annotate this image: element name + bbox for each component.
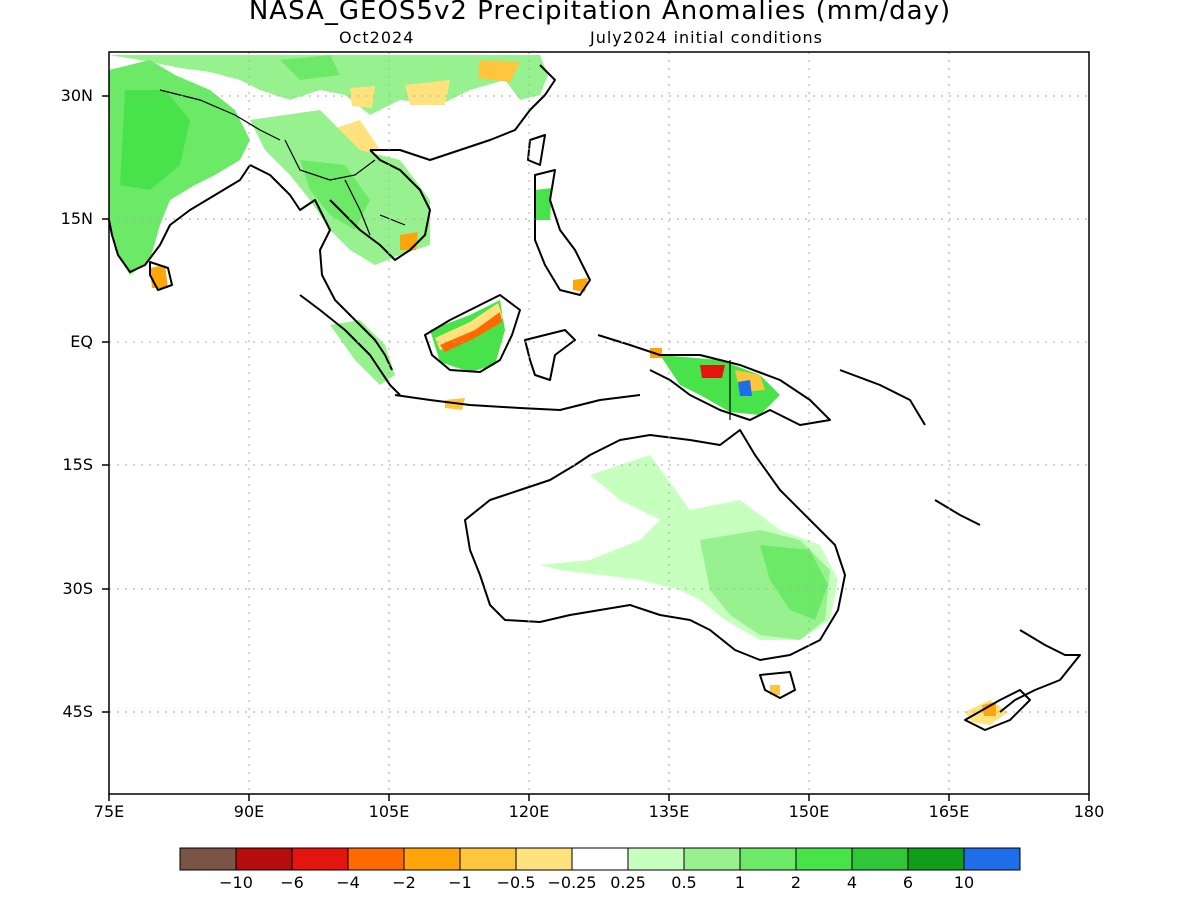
gridlines bbox=[109, 52, 1089, 794]
anomaly-china-dry-1 bbox=[405, 80, 450, 105]
coast-china bbox=[370, 64, 556, 161]
coast-indochina bbox=[329, 149, 431, 261]
colorbar-swatch bbox=[963, 847, 1021, 871]
lon-tick-90e: 90E bbox=[233, 802, 265, 821]
country-borders bbox=[159, 89, 731, 420]
anomaly-china-dry-3 bbox=[350, 86, 375, 108]
coast-malay bbox=[249, 164, 393, 371]
colorbar-label: 2 bbox=[790, 873, 802, 892]
anomaly-newguinea-dry-1 bbox=[700, 365, 725, 378]
colorbar-label: 0.5 bbox=[671, 873, 697, 892]
lon-tick-150e: 150E bbox=[788, 802, 830, 821]
colorbar-swatch bbox=[851, 847, 909, 871]
anomaly-india-core bbox=[120, 90, 190, 190]
anomaly-vietnam-dry bbox=[400, 232, 418, 250]
colorbar-swatch bbox=[571, 847, 629, 871]
tick-marks bbox=[102, 95, 1090, 801]
lat-tick-eq: EQ bbox=[70, 332, 93, 351]
colorbar-label: −1 bbox=[448, 873, 472, 892]
coast-india bbox=[108, 164, 251, 273]
anomaly-newguinea bbox=[660, 355, 780, 415]
border-himalaya bbox=[159, 89, 281, 141]
coast-solomons bbox=[839, 369, 926, 426]
colorbar-swatch bbox=[627, 847, 685, 871]
anomaly-newguinea-wet bbox=[738, 380, 752, 396]
coast-nz-south bbox=[964, 689, 1031, 731]
colorbar-swatch bbox=[739, 847, 797, 871]
colorbar-swatch bbox=[515, 847, 573, 871]
lon-tick-135e: 135E bbox=[648, 802, 690, 821]
border-cambodia bbox=[379, 214, 406, 226]
colorbar-label: 6 bbox=[902, 873, 914, 892]
anomaly-borneo-dry bbox=[435, 303, 503, 350]
chart-subtitle-init: July2024 initial conditions bbox=[590, 28, 823, 47]
anomaly-china-dry-2 bbox=[478, 60, 520, 82]
coast-philippines bbox=[534, 169, 591, 296]
colorbar-swatch bbox=[907, 847, 965, 871]
colorbar-label: −0.25 bbox=[547, 873, 597, 892]
map-background bbox=[109, 52, 1089, 794]
coast-australia bbox=[464, 429, 846, 661]
coast-tasmania bbox=[759, 671, 796, 699]
colorbar-swatch bbox=[795, 847, 853, 871]
anomaly-thailand bbox=[300, 160, 370, 230]
colorbar-label: 4 bbox=[846, 873, 858, 892]
coast-nz-north bbox=[999, 629, 1081, 713]
anomaly-australia-queensland bbox=[760, 545, 828, 620]
coast-newguinea bbox=[597, 334, 831, 426]
colorbar-label: −4 bbox=[336, 873, 360, 892]
coast-taiwan bbox=[527, 134, 546, 166]
colorbar-swatch bbox=[179, 847, 237, 871]
lon-tick-165e: 165E bbox=[928, 802, 970, 821]
lon-tick-75e: 75E bbox=[93, 802, 125, 821]
coast-srilanka bbox=[149, 261, 173, 291]
anomaly-nz-south-core bbox=[982, 702, 996, 716]
lat-tick-30s: 30S bbox=[62, 579, 93, 598]
colorbar bbox=[179, 847, 1021, 871]
anomaly-srilanka bbox=[150, 265, 168, 288]
colorbar-label: −10 bbox=[219, 873, 253, 892]
colorbar-label: −2 bbox=[392, 873, 416, 892]
colorbar-swatch bbox=[403, 847, 461, 871]
chart-subtitle-month: Oct2024 bbox=[339, 28, 415, 47]
lat-tick-45s: 45S bbox=[62, 702, 93, 721]
lat-tick-15s: 15S bbox=[62, 455, 93, 474]
lon-tick-105e: 105E bbox=[368, 802, 410, 821]
colorbar-swatch bbox=[291, 847, 349, 871]
lon-tick-120e: 120E bbox=[508, 802, 550, 821]
lat-tick-30n: 30N bbox=[60, 86, 93, 105]
coast-borneo bbox=[424, 294, 521, 373]
coast-newcaledonia bbox=[934, 499, 981, 526]
map-frame bbox=[108, 51, 1090, 795]
colorbar-swatch bbox=[235, 847, 293, 871]
colorbar-swatch bbox=[347, 847, 405, 871]
anomaly-luzon bbox=[535, 188, 552, 220]
colorbar-label: −0.5 bbox=[496, 873, 536, 892]
lon-tick-180: 180 bbox=[1073, 802, 1105, 821]
anomaly-borneo-strong bbox=[440, 312, 502, 352]
colorbar-label: 1 bbox=[734, 873, 746, 892]
colorbar-label: 0.25 bbox=[610, 873, 646, 892]
border-laos bbox=[344, 179, 371, 236]
colorbar-swatch bbox=[683, 847, 741, 871]
chart-title: NASA_GEOS5v2 Precipitation Anomalies (mm… bbox=[248, 0, 952, 26]
coast-java-chain bbox=[394, 394, 641, 411]
anomaly-tibet bbox=[280, 55, 340, 80]
anomaly-fields bbox=[109, 55, 1008, 725]
colorbar-label: 10 bbox=[953, 873, 975, 892]
border-myanmar bbox=[284, 139, 376, 181]
colorbar-swatch bbox=[459, 847, 517, 871]
coast-sulawesi bbox=[524, 329, 576, 381]
lat-tick-15n: 15N bbox=[60, 209, 93, 228]
coastlines bbox=[108, 64, 1081, 731]
anomaly-tasmania bbox=[770, 685, 780, 695]
colorbar-label: −6 bbox=[280, 873, 304, 892]
